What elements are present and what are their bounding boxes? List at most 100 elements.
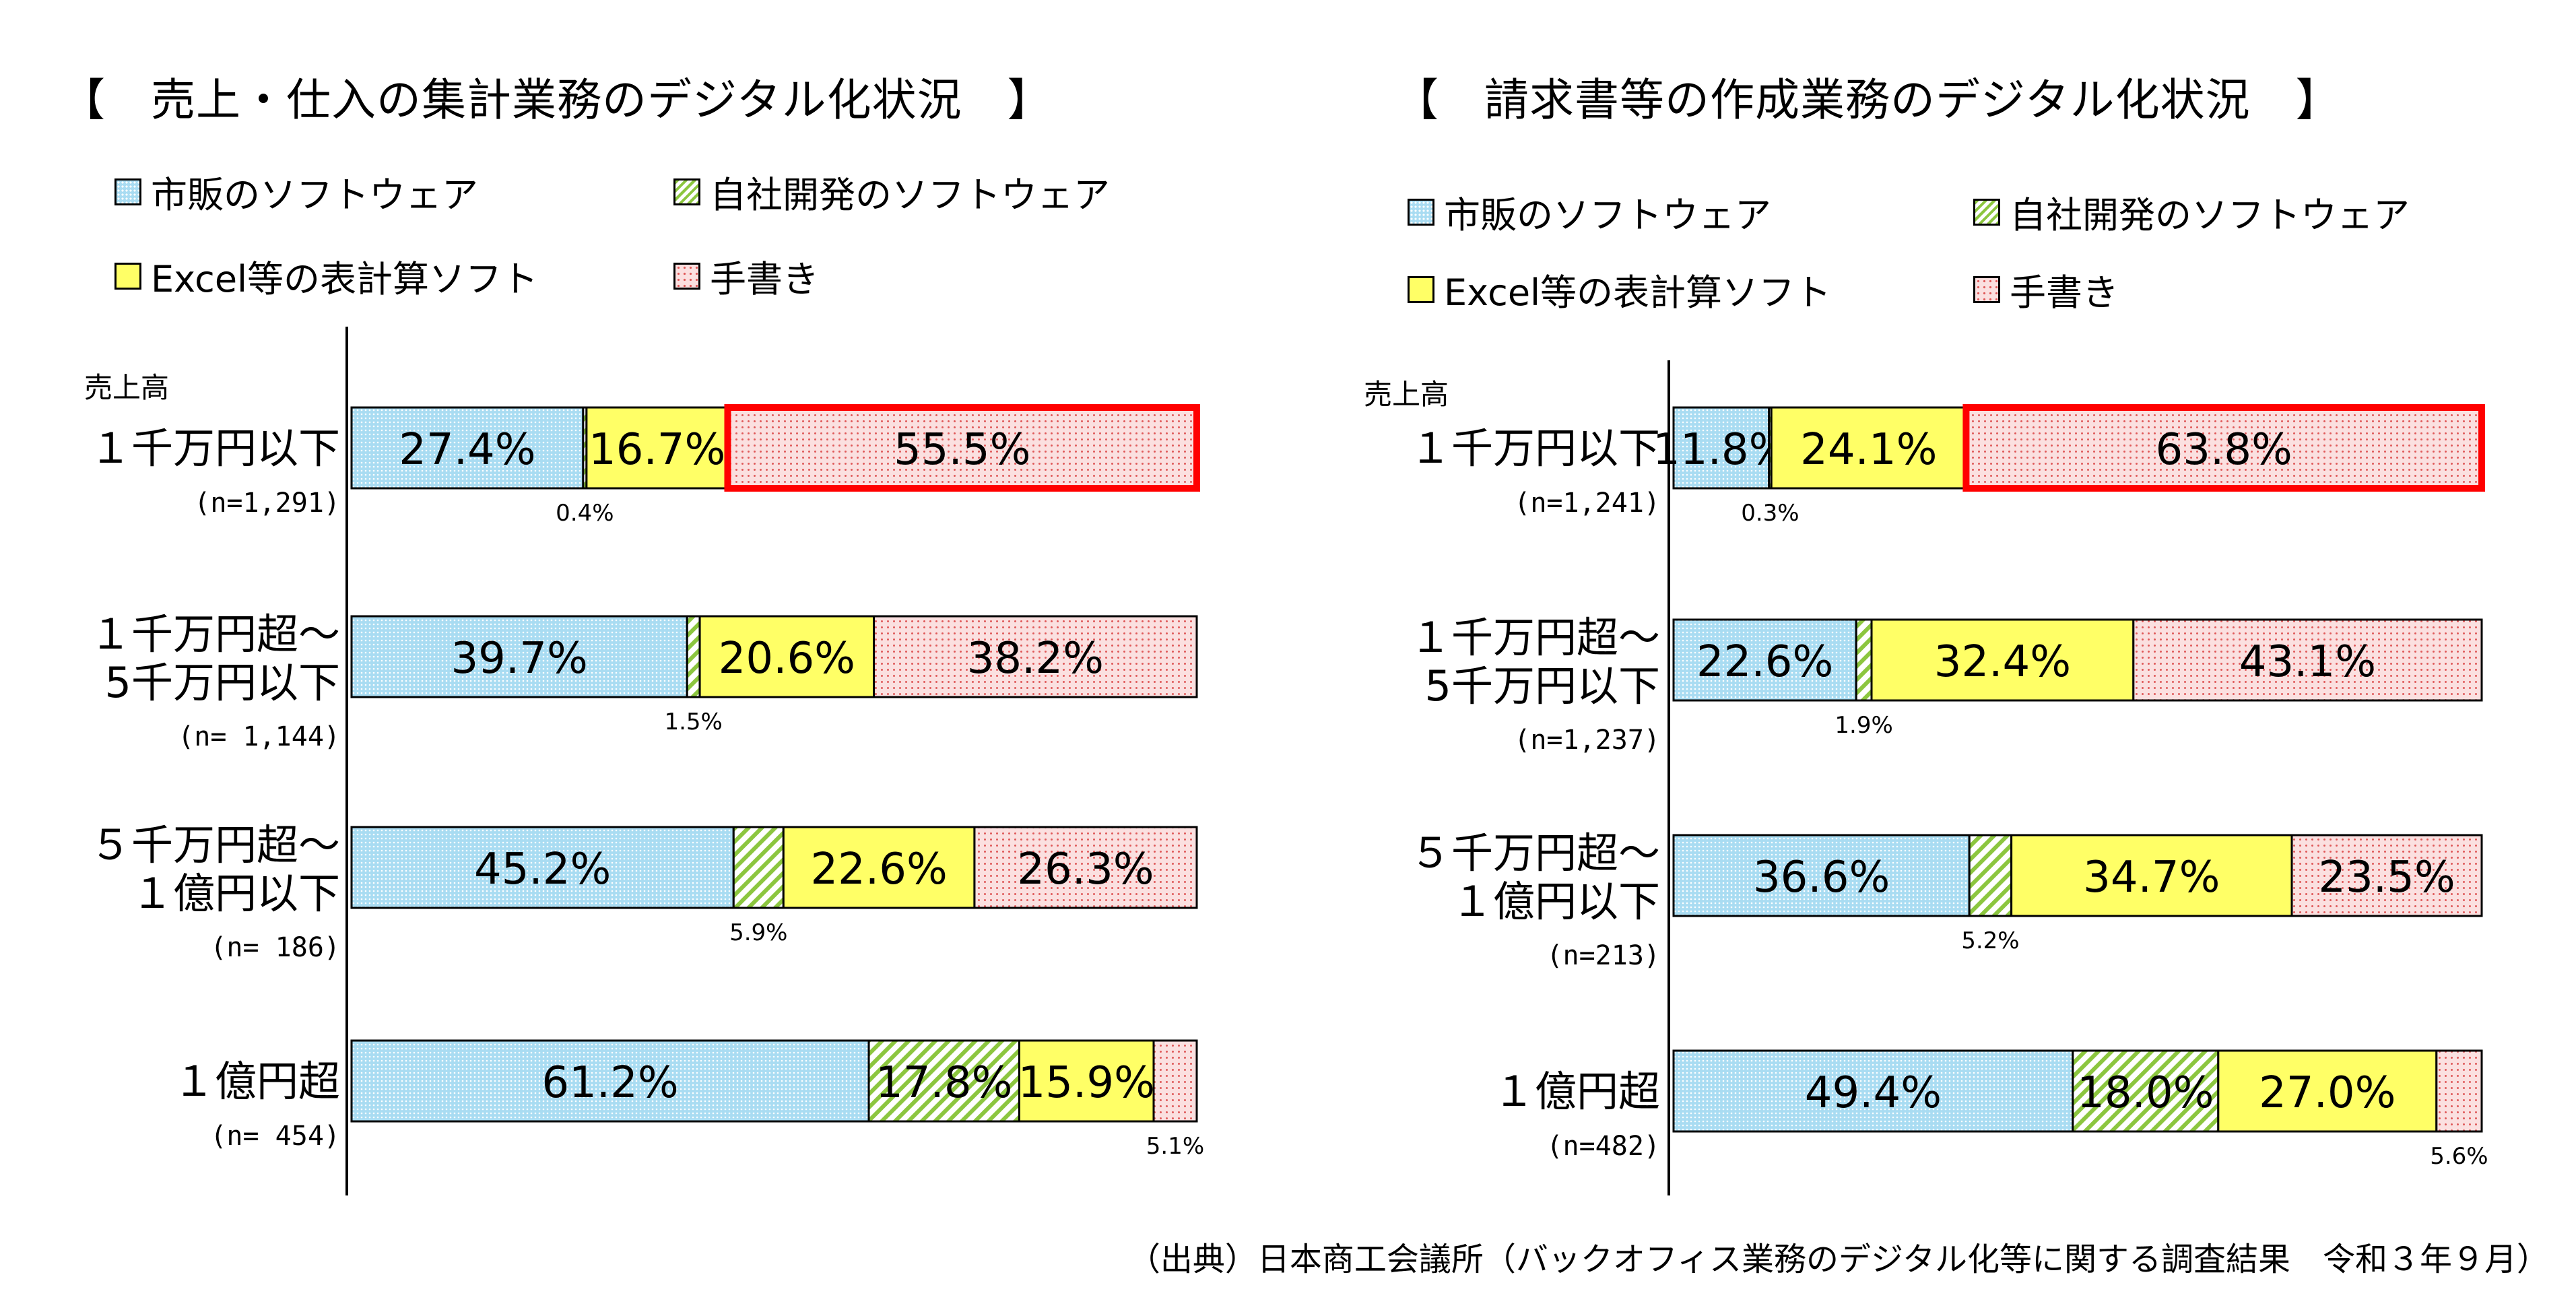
- data-label: 17.8%: [876, 1058, 1012, 1108]
- category-label: ５千万円超～: [90, 820, 340, 869]
- source-note: （出典）日本商工会議所（バックオフィス業務のデジタル化等に関する調査結果 令和３…: [1127, 1241, 2549, 1278]
- data-label-small: 1.9%: [1835, 712, 1892, 739]
- category-label: １億円以下: [131, 869, 340, 918]
- bar-segment-excel: [1770, 406, 1967, 490]
- legend-label: 自社開発のソフトウェア: [710, 174, 1110, 216]
- legend-label: 自社開発のソフトウェア: [2010, 194, 2410, 236]
- legend-swatch-icon: [673, 262, 700, 290]
- chart-1: 売上高 １千万円以下 (n=1,291) 27.4% 0.4% 16.7% 55.5% １千万…: [84, 327, 1204, 1195]
- bar-segment-inhouse-software: [867, 1039, 1020, 1123]
- bar-segment-handwriting: [2435, 1049, 2483, 1133]
- chart-title-sales: 【 売上・仕入の集計業務のデジタル化状況 】: [61, 74, 1053, 126]
- bar-segment-inhouse-software: [1968, 834, 2013, 917]
- legend-swatch-icon: [1973, 275, 2000, 303]
- legend-swatch-icon: [114, 262, 141, 290]
- bar-segment-excel: [698, 615, 876, 698]
- category-label: １億円超: [1493, 1067, 1660, 1116]
- legend-swatch-icon: [673, 178, 700, 205]
- data-label-small: 0.3%: [1741, 500, 1799, 527]
- data-label: 38.2%: [967, 634, 1104, 684]
- bar-segment-excel: [2217, 1049, 2438, 1133]
- data-label: 61.2%: [541, 1058, 678, 1108]
- legend-item-handwriting: 手書き: [1973, 263, 2119, 316]
- data-label: 27.4%: [399, 425, 535, 475]
- axis-caption: 売上高: [1364, 378, 1449, 411]
- category-label: 5千万円以下: [1425, 661, 1660, 711]
- sample-size-label: (n= 454): [210, 1121, 340, 1152]
- bar-segment-excel: [782, 826, 976, 909]
- category-label: １千万円超～: [1410, 613, 1660, 662]
- data-label: 23.5%: [2318, 853, 2455, 902]
- category-label: １億円以下: [1451, 877, 1660, 926]
- legend-label: 市販のソフトウェア: [151, 174, 478, 216]
- data-label: 20.6%: [719, 634, 855, 684]
- data-label: 49.4%: [1805, 1068, 1942, 1118]
- bar-segment-market-software: [1672, 406, 1771, 490]
- data-label: 55.5%: [894, 425, 1030, 475]
- bar-segment-handwriting: [1152, 1039, 1198, 1123]
- category-label: 5千万円以下: [105, 658, 340, 707]
- category-label: ５千万円超～: [1410, 828, 1660, 878]
- bar-segment-inhouse-software: [2072, 1049, 2220, 1133]
- bar-segment-handwriting: [973, 826, 1198, 909]
- legend-swatch-icon: [114, 178, 141, 205]
- data-label-small: 1.5%: [664, 709, 722, 735]
- sample-size-label: (n= 186): [210, 932, 340, 963]
- data-label: 18.0%: [2077, 1068, 2214, 1118]
- legend-item-excel: Excel等の表計算ソフト: [1408, 263, 1831, 316]
- legend-swatch-icon: [1408, 198, 1434, 226]
- bar-segment-excel: [585, 406, 729, 490]
- data-label-small: 5.9%: [729, 919, 787, 946]
- bar-segment-excel: [1870, 618, 2135, 702]
- bar-segment-handwriting: [1962, 404, 2485, 492]
- data-label: 26.3%: [1017, 845, 1154, 894]
- category-label: １千万円超～: [90, 610, 340, 659]
- legend-swatch-icon: [1408, 275, 1434, 303]
- chart-2: 売上高 １千万円以下 (n=1,241) 11.8% 0.3%24.1% 63.8% １千万…: [1364, 360, 2488, 1195]
- bar-segment-inhouse-software: [1855, 618, 1873, 702]
- data-label: 27.0%: [2259, 1068, 2396, 1118]
- bar-segment-excel: [2010, 834, 2293, 917]
- legend-item-inhouse-software: 自社開発のソフトウェア: [673, 165, 1110, 218]
- bar-segment-inhouse-software: [686, 615, 701, 698]
- data-label: 39.7%: [451, 634, 587, 684]
- data-label: 22.6%: [810, 845, 947, 894]
- chart-title-invoice: 【 請求書等の作成業務のデジタル化状況 】: [1394, 74, 2341, 126]
- data-label: 15.9%: [1018, 1058, 1155, 1108]
- data-label: 36.6%: [1753, 853, 1890, 902]
- bar-segment-handwriting: [2132, 618, 2483, 702]
- data-label: 63.8%: [2156, 425, 2292, 475]
- legend-item-handwriting: 手書き: [673, 249, 819, 302]
- sample-size-label: (n=1,237): [1514, 725, 1660, 756]
- legend-item-market-software: 市販のソフトウェア: [114, 165, 478, 218]
- data-label: 43.1%: [2239, 637, 2376, 687]
- legend-label: Excel等の表計算ソフト: [1444, 271, 1832, 314]
- data-label: 16.7%: [589, 425, 725, 475]
- legend-item-market-software: 市販のソフトウェア: [1408, 185, 1771, 238]
- bar-segment-market-software: [1672, 618, 1857, 702]
- category-label: １千万円以下: [90, 424, 340, 473]
- sample-size-label: (n=482): [1546, 1131, 1660, 1162]
- category-label: １千万円以下: [1410, 424, 1660, 473]
- data-label: 34.7%: [2083, 853, 2220, 902]
- bar-segment-handwriting: [873, 615, 1198, 698]
- bar-segment-market-software: [350, 406, 585, 490]
- data-label-small: 5.2%: [1961, 927, 2019, 954]
- data-label: 11.8%: [1653, 425, 1789, 475]
- data-label-small: 5.6%: [2430, 1143, 2488, 1170]
- data-label-small: 5.1%: [1146, 1133, 1204, 1160]
- sample-size-label: (n=1,241): [1514, 488, 1660, 519]
- data-label-small: 0.4%: [556, 500, 614, 527]
- sample-size-label: (n=1,291): [194, 488, 340, 519]
- axis-caption: 売上高: [84, 371, 169, 404]
- sample-size-label: (n= 1,144): [178, 721, 340, 752]
- legend-label: 市販のソフトウェア: [1444, 194, 1771, 236]
- data-label: 32.4%: [1934, 637, 2071, 687]
- category-label: １億円超: [173, 1057, 340, 1106]
- bar-segment-handwriting: [724, 404, 1200, 492]
- bar-segment-market-software: [350, 1039, 870, 1123]
- legend-item-excel: Excel等の表計算ソフト: [114, 249, 538, 302]
- bar-segment-handwriting: [2290, 834, 2483, 917]
